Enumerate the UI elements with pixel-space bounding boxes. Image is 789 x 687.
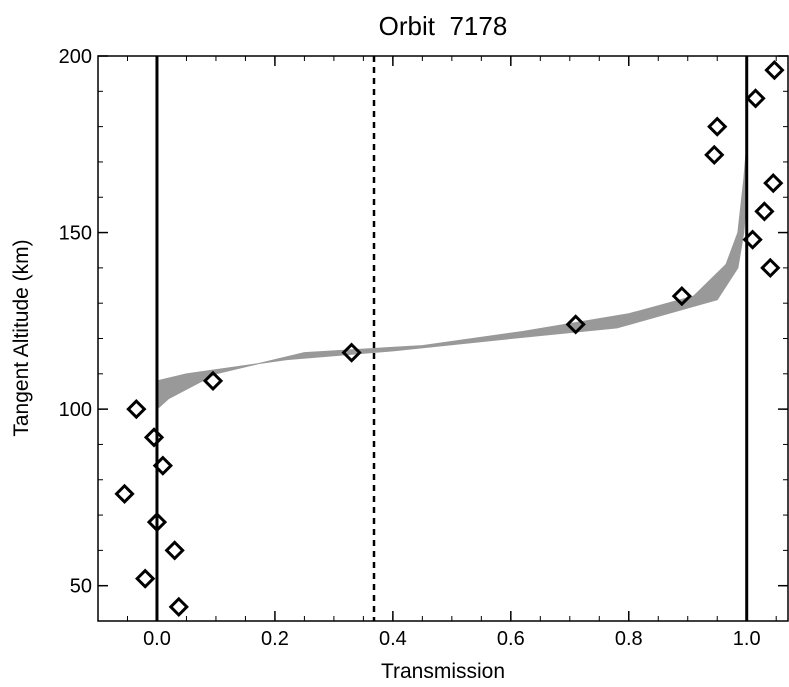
x-tick-label: 0.8 [615, 628, 643, 650]
x-tick-label: 0.0 [143, 628, 171, 650]
data-point-diamond [126, 399, 147, 420]
data-point-diamond [754, 201, 775, 222]
data-point-diamond [760, 257, 781, 278]
x-tick-label: 0.6 [497, 628, 525, 650]
data-point-diamond [146, 512, 168, 533]
y-tick-label: 150 [59, 223, 92, 245]
data-point-diamond [135, 568, 156, 589]
data-point-diamond [707, 116, 728, 137]
data-point-diamond [341, 342, 362, 363]
x-axis-label: Transmission [381, 660, 505, 682]
data-point-diamond [763, 173, 784, 194]
data-point-diamond [152, 455, 173, 476]
x-tick-label: 1.0 [733, 628, 761, 650]
x-tick-label: 0.4 [379, 628, 407, 650]
plot-frame [97, 55, 789, 622]
x-tick-label: 0.2 [261, 628, 289, 650]
data-point-diamond [704, 144, 725, 165]
data-point-diamond [143, 427, 165, 448]
data-point-diamond [745, 88, 766, 109]
data-point-diamond [742, 229, 763, 250]
y-tick-label: 50 [70, 576, 92, 598]
data-point-diamond [764, 60, 785, 81]
data-point-diamond [168, 596, 189, 617]
data-point-diamond [565, 314, 586, 335]
transmission-band [156, 144, 748, 411]
data-point-diamond [164, 540, 185, 561]
data-point-diamond [202, 370, 224, 391]
y-tick-label: 200 [59, 46, 92, 68]
data-point-diamond [671, 286, 692, 307]
data-point-diamond [114, 483, 135, 504]
chart-title: Orbit 7178 [379, 11, 508, 41]
y-tick-label: 100 [59, 399, 92, 421]
plot-area: 0.0 0.2 0.4 0.6 0.8 1.0 50 100 150 200 [59, 46, 789, 650]
y-axis-label: Tangent Altitude (km) [10, 239, 33, 436]
